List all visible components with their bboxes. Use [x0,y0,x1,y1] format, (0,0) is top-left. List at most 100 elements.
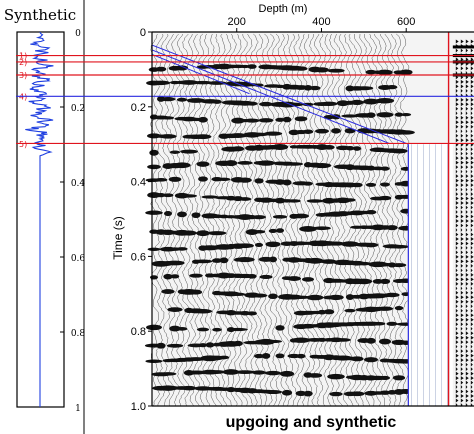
horizon-label: 3) [19,71,27,80]
synthetic-trace [25,31,54,407]
reflection-event [163,273,173,280]
synthetic-wiggle [460,241,464,246]
synthetic-wiggle [470,250,474,255]
synthetic-wiggle [455,277,459,282]
section-overlay-lines [16,32,474,406]
synthetic-wiggle [465,362,468,367]
reflection-event [205,342,215,348]
reflection-event [344,198,356,202]
reflection-event [268,293,278,299]
reflection-event [384,292,400,298]
synthetic-wiggle [470,358,474,363]
synthetic-wiggle [460,106,464,111]
reflection-event [313,226,331,231]
synthetic-tick-label: 0.6 [71,254,86,264]
reflection-event [179,80,199,85]
synthetic-wiggle [455,84,459,89]
synthetic-wiggle [470,268,473,273]
reflection-event [375,98,395,104]
reflection-event [370,321,386,326]
synthetic-wiggle [470,183,474,188]
synthetic-wiggle [460,389,464,394]
reflection-event [327,68,345,73]
y-tick-label: 0.8 [131,326,146,338]
reflection-event [147,192,161,199]
reflection-event [344,308,356,313]
reflection-event [161,289,175,294]
synthetic-wiggle [460,196,464,201]
synthetic-wiggle [465,124,469,129]
y-tick-label: 1.0 [131,401,146,413]
synthetic-wiggle [470,335,474,340]
synthetic-wiggle [465,129,468,134]
reflection-event [379,375,391,380]
synthetic-wiggle [460,358,464,363]
seismic-section-panel: Depth (m) Time (s) 200 400 600 0 0.2 0.4 0.6 0.… [16,3,474,431]
reflection-event [231,117,245,124]
synthetic-wiggle [465,133,469,138]
reflection-event [249,132,269,137]
synthetic-wiggle [455,326,458,331]
synthetic-wiggle [455,129,458,134]
synthetic-wiggle [465,308,468,313]
reflection-event [159,372,177,376]
synthetic-wiggle [460,286,463,291]
synthetic-wiggle [455,48,459,53]
y-tick-label: 0.4 [131,177,146,189]
reflection-event [302,129,314,134]
synthetic-wiggle [455,165,459,170]
synthetic-wiggle [460,263,464,268]
synthetic-wiggle [465,223,469,228]
reflection-event [167,307,183,312]
reflection-event [247,311,257,316]
synthetic-wiggle [465,102,469,107]
reflection-event [400,113,412,117]
synthetic-wiggle [470,299,474,304]
synthetic-wiggle [460,385,463,390]
synthetic-wiggle [460,304,463,309]
reflection-event [380,166,390,171]
synthetic-wiggle [455,322,459,327]
synthetic-wiggle [460,214,464,219]
reflection-event [259,101,273,107]
synthetic-wiggle [455,183,459,188]
synthetic-wiggle [470,79,474,84]
reflection-event [193,259,213,264]
reflection-event [254,353,264,359]
synthetic-wiggle [465,331,469,336]
reflection-event [275,353,285,359]
reflection-event [147,247,161,251]
synthetic-wiggle [470,227,473,232]
reflection-event [230,292,246,296]
synthetic-wiggle [470,138,474,143]
reflection-event [169,150,181,154]
synthetic-wiggle [455,254,459,259]
synthetic-wiggle [465,254,469,259]
reflection-event [364,357,378,363]
synthetic-tick-label: 0.8 [71,329,86,339]
reflection-event [378,195,392,201]
synthetic-wiggle [460,151,463,156]
synthetic-wiggle [470,165,474,170]
synthetic-wiggle [460,236,464,241]
synthetic-wiggle [470,308,473,313]
synthetic-wiggle [470,241,474,246]
reflection-event [156,342,166,349]
synthetic-wiggle [460,227,463,232]
reflection-event [294,116,308,122]
synthetic-wiggle [455,187,458,192]
synthetic-wiggle [470,236,474,241]
reflection-event [159,134,177,139]
reflection-event [281,389,293,396]
reflection-event [254,178,264,184]
synthetic-y-axis: 0 0.2 0.4 0.6 0.8 1 [60,29,85,414]
horizon-label: 4) [19,93,27,102]
synthetic-wiggle [470,124,474,129]
synthetic-wiggle [465,236,469,241]
synthetic-wiggle [455,362,458,367]
synthetic-wiggle [460,281,464,286]
reflection-event [181,385,197,391]
synthetic-wiggle [460,259,464,264]
synthetic-wiggle [470,133,474,138]
reflection-event [165,260,185,266]
